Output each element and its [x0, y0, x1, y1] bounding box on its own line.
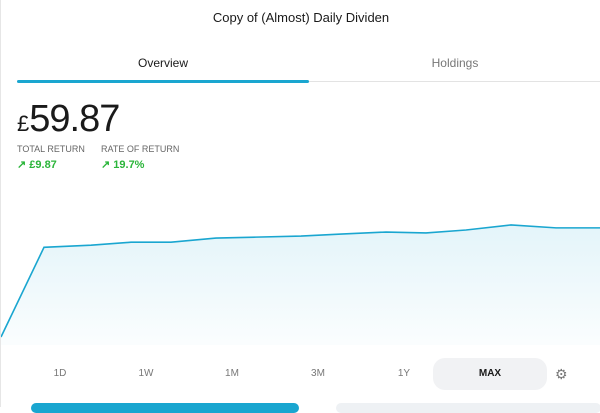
range-1w[interactable]: 1W — [138, 368, 154, 379]
chart-line — [1, 224, 600, 338]
range-max[interactable]: MAX — [433, 358, 547, 390]
portfolio-value: £59.87 — [17, 98, 120, 141]
secondary-button[interactable] — [336, 403, 600, 413]
stat-value: ↗ £9.87 — [17, 159, 57, 171]
currency-symbol: £ — [17, 111, 29, 136]
page-title: Copy of (Almost) Daily Dividen — [212, 10, 390, 25]
tab-overview[interactable]: Overview — [17, 50, 309, 83]
gear-icon[interactable]: ⚙ — [555, 365, 568, 382]
stat-label: TOTAL RETURN — [17, 144, 85, 154]
stat-label: RATE OF RETURN — [101, 144, 180, 154]
range-selector: 1D 1W 1M 3M 1Y MAX ⚙ — [17, 358, 587, 390]
rate-of-return: RATE OF RETURN ↗ 19.7% — [101, 144, 179, 171]
range-1m[interactable]: 1M — [225, 368, 239, 379]
primary-button[interactable] — [31, 403, 299, 413]
range-1y[interactable]: 1Y — [397, 368, 411, 379]
value-amount: 59.87 — [29, 98, 120, 140]
range-3m[interactable]: 3M — [311, 368, 325, 379]
tab-holdings[interactable]: Holdings — [431, 56, 479, 70]
chart-area — [1, 224, 600, 345]
tab-bar: Overview Holdings — [17, 50, 600, 83]
total-return: TOTAL RETURN ↗ £9.87 — [17, 144, 85, 171]
stat-value: ↗ 19.7% — [101, 159, 145, 171]
range-1d[interactable]: 1D — [53, 368, 67, 379]
